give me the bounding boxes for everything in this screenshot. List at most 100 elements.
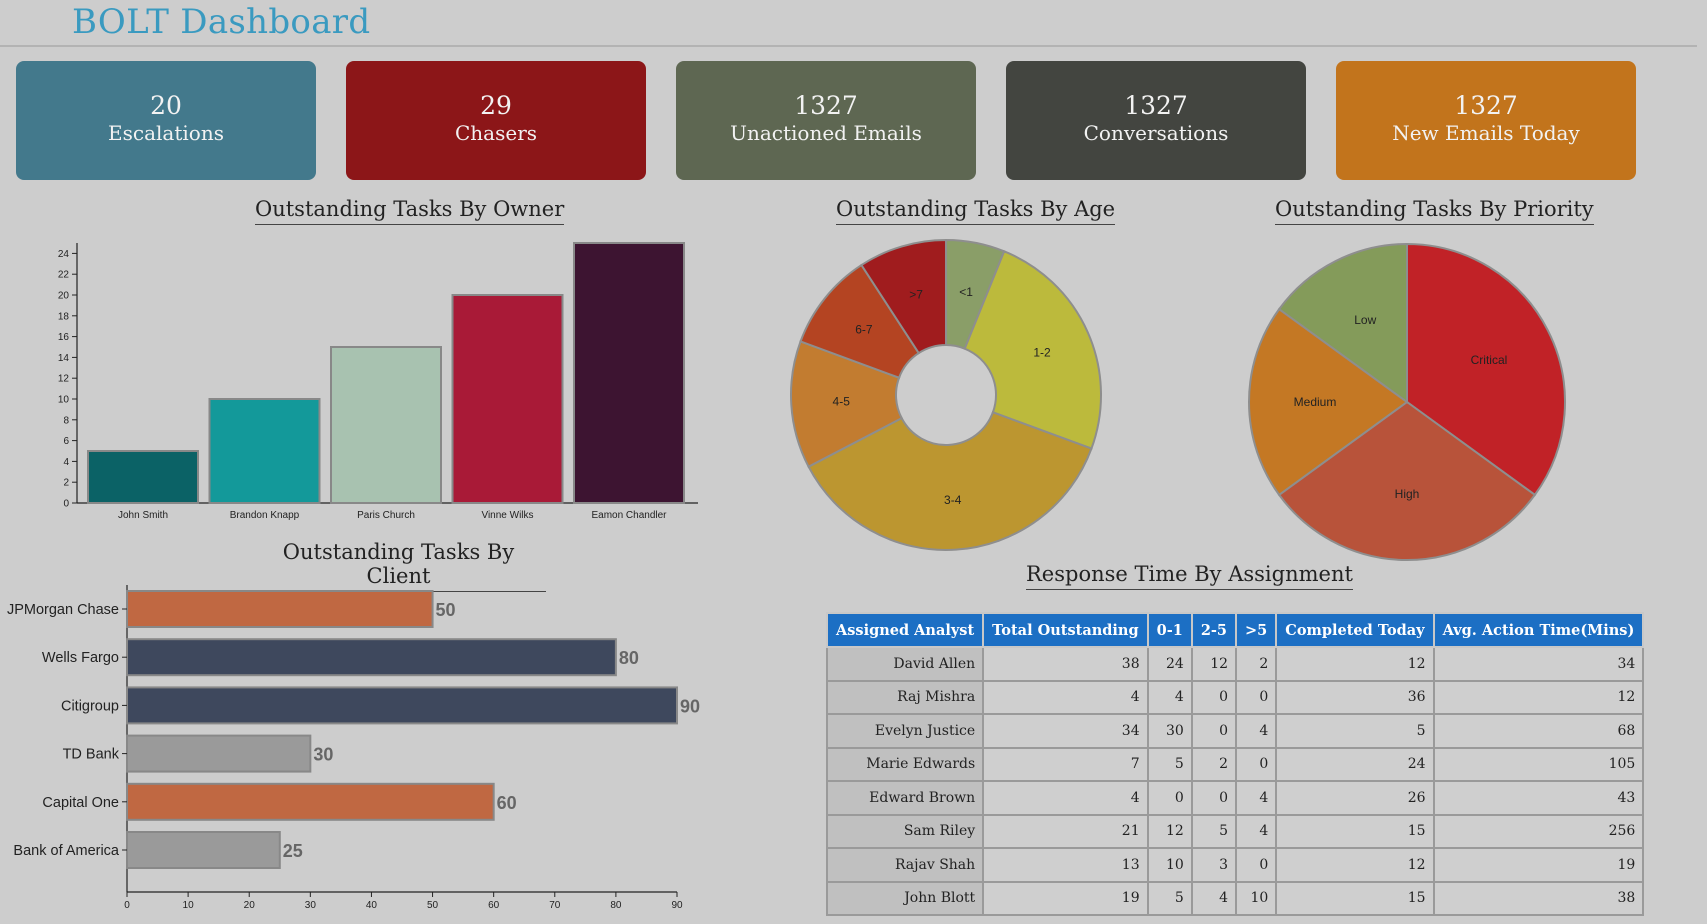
kpi-card-conversations[interactable]: 1327 Conversations [1006,61,1306,180]
pie-slice[interactable] [1277,400,1537,561]
table-row[interactable]: Sam Riley 21 12 5 4 15 256 [825,813,1645,849]
table-row[interactable]: Raj Mishra 4 4 0 0 36 12 [825,679,1645,715]
table-cell: 0 [1235,679,1278,715]
col-header-0-1[interactable]: 0-1 [1146,612,1193,648]
bar[interactable] [208,398,321,504]
table-cell: 3 [1190,847,1238,883]
bar-value-label: 30 [313,745,333,765]
age-donut-chart: <1 1-2 3-4 4-5 6-7 >7 [790,238,1102,551]
x-tick-label: Eamon Chandler [591,510,667,521]
y-tick-label: 4 [63,457,69,468]
pie-slice[interactable] [1406,242,1566,497]
y-tick-label: 2 [63,478,69,489]
y-tick-label: 10 [58,395,70,406]
table-cell: 19 [1432,847,1645,883]
x-tick-label: Vinne Wilks [481,510,533,521]
col-header-avg-action-time[interactable]: Avg. Action Time(Mins) [1432,612,1645,648]
kpi-label: New Emails Today [1392,121,1580,145]
table-row[interactable]: David Allen 38 24 12 2 12 34 [825,646,1645,682]
pie-slice[interactable] [1277,242,1408,404]
pie-slice[interactable] [1248,307,1409,497]
y-tick-label: Capital One [42,795,119,811]
y-tick-label: 0 [63,499,69,510]
table-body: David Allen 38 24 12 2 12 34 Raj Mishra 4 4 0 0 36 12… [825,646,1645,916]
kpi-label: Unactioned Emails [730,121,922,145]
col-header-gt5[interactable]: >5 [1235,612,1278,648]
kpi-card-new-emails-today[interactable]: 1327 New Emails Today [1336,61,1636,180]
table-row[interactable]: John Blott 19 5 4 10 15 38 [825,880,1645,916]
x-tick-label: 20 [244,900,256,911]
bar-value-label: 50 [436,600,456,620]
pie-slice[interactable] [807,410,1093,551]
kpi-label: Escalations [108,121,224,145]
section-title-text: Outstanding Tasks By Client [282,540,515,588]
x-tick-label: 50 [427,900,439,911]
x-tick-label: John Smith [118,510,168,521]
table-cell: 0 [1235,746,1278,782]
bar[interactable] [87,450,199,504]
x-tick-label: 60 [488,900,500,911]
y-tick-label: 16 [58,332,70,343]
table-cell: 12 [1146,813,1193,849]
slice-label: 4-5 [833,395,851,409]
page-title: BOLT Dashboard [72,2,371,42]
table-cell: 4 [1190,880,1238,916]
table-cell: 43 [1432,780,1645,816]
header: BOLT Dashboard [0,0,1697,47]
table-cell: 5 [1146,746,1193,782]
analyst-name-cell: Rajav Shah [825,847,985,883]
table-row[interactable]: Edward Brown 4 0 0 4 26 43 [825,780,1645,816]
pie-slice[interactable] [790,340,904,469]
col-header-completed-today[interactable]: Completed Today [1275,612,1435,648]
x-tick-label: 10 [183,900,195,911]
table-cell: 10 [1235,880,1278,916]
section-title-text: Outstanding Tasks By Owner [255,197,565,221]
pie-slice[interactable] [963,250,1102,450]
col-header-2-5[interactable]: 2-5 [1190,612,1238,648]
bar[interactable] [126,831,281,869]
table-row[interactable]: Marie Edwards 7 5 2 0 24 105 [825,746,1645,782]
table-cell: 10 [1146,847,1193,883]
pie-slice[interactable] [860,238,947,355]
table-cell: 0 [1235,847,1278,883]
table-cell: 4 [1235,780,1278,816]
slice-label: Medium [1294,395,1337,409]
title-underline [1275,224,1594,225]
bar[interactable] [126,686,678,725]
section-title-text: Outstanding Tasks By Priority [1275,197,1594,221]
title-underline [836,224,1116,225]
kpi-card-chasers[interactable]: 29 Chasers [346,61,646,180]
table-cell: 105 [1432,746,1645,782]
table-cell: 36 [1275,679,1435,715]
y-tick-label: TD Bank [63,747,120,763]
analyst-name-cell: Sam Riley [825,813,985,849]
col-header-total-outstanding[interactable]: Total Outstanding [982,612,1149,648]
y-tick-label: 8 [63,415,69,426]
kpi-value: 1327 [1124,91,1188,120]
table-cell: 26 [1275,780,1435,816]
analyst-name-cell: David Allen [825,646,985,682]
table-row[interactable]: Rajav Shah 13 10 3 0 12 19 [825,847,1645,883]
slice-label: 3-4 [944,493,962,507]
y-tick-label: Wells Fargo [42,650,119,666]
bar[interactable] [451,294,564,504]
table-cell: 7 [982,746,1149,782]
kpi-card-unactioned-emails[interactable]: 1327 Unactioned Emails [676,61,976,180]
table-cell: 12 [1275,646,1435,682]
bar[interactable] [126,734,312,773]
col-header-assigned-analyst[interactable]: Assigned Analyst [825,612,985,648]
bar[interactable] [126,782,495,821]
table-cell: 15 [1275,880,1435,916]
priority-pie-chart: Critical High Medium Low [1248,242,1566,561]
bar[interactable] [126,638,617,677]
bar[interactable] [573,242,685,504]
bar[interactable] [330,346,442,504]
table-cell: 38 [1432,880,1645,916]
slice-label: High [1395,487,1420,501]
bar[interactable] [126,590,434,628]
table-cell: 68 [1432,713,1645,749]
section-title-by-age: Outstanding Tasks By Age [836,197,1116,225]
bar-value-label: 60 [497,793,517,813]
kpi-card-escalations[interactable]: 20 Escalations [16,61,316,180]
table-row[interactable]: Evelyn Justice 34 30 0 4 5 68 [825,713,1645,749]
